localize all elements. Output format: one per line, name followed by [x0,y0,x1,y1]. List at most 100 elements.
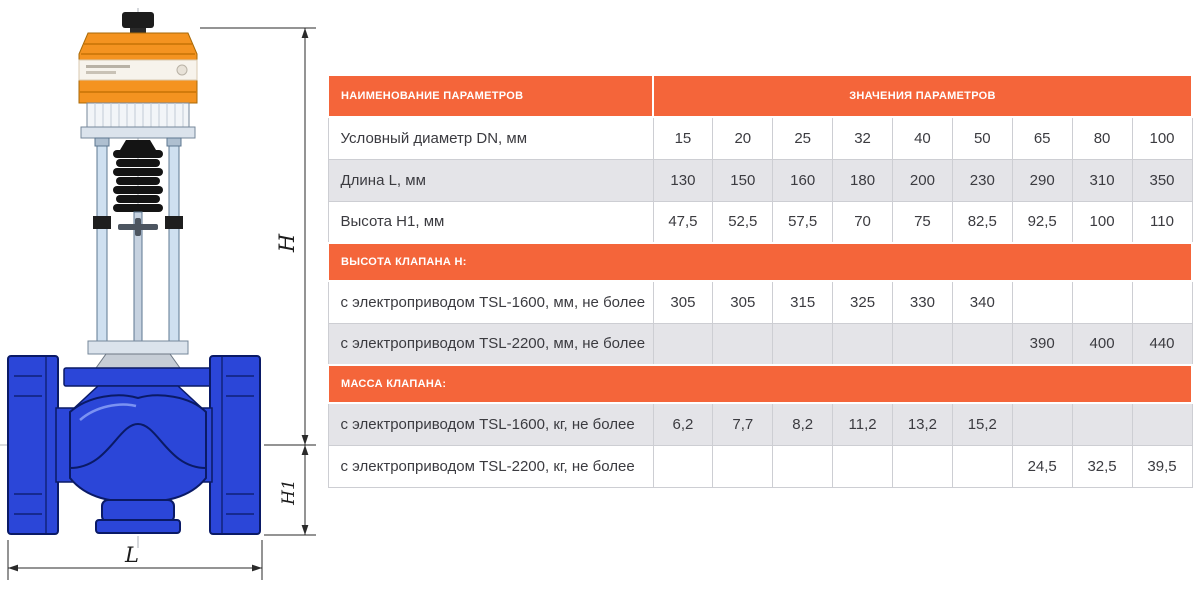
table-row: Длина L, мм 130 150 160 180 200 230 290 310 350 [327,158,1193,202]
param-value: 80 [1071,116,1133,160]
param-value: 7,7 [712,402,774,446]
valve-drawing-area: H H1 L [0,0,330,600]
param-value [772,444,834,488]
param-value: 230 [951,158,1013,202]
param-value: 330 [892,280,953,324]
param-value [652,444,714,488]
table-row: Условный диаметр DN, мм 15 20 25 32 40 50 65 80 1… [327,116,1193,160]
param-value: 32,5 [1071,444,1133,488]
param-value: 47,5 [652,200,714,244]
param-value [832,322,893,366]
param-value: 440 [1131,322,1193,366]
section-header: МАССА КЛАПАНА: [327,364,1193,404]
dimension-labels: H H1 L [124,233,299,567]
actuator-stem [130,26,146,34]
valve-drawing: H H1 L [0,8,316,580]
right-flange [209,355,261,535]
param-value: 39,5 [1131,444,1193,488]
param-value: 57,5 [772,200,834,244]
param-value: 400 [1071,322,1133,366]
bonnet [87,340,189,369]
col-header-values: ЗНАЧЕНИЯ ПАРАМЕТРОВ [652,74,1193,118]
dim-l-label: L [124,543,139,567]
param-value [892,444,953,488]
param-value: 15,2 [951,402,1013,446]
spec-table: НАИМЕНОВАНИЕ ПАРАМЕТРОВ ЗНАЧЕНИЯ ПАРАМЕТ… [327,74,1193,488]
section-header: ВЫСОТА КЛАПАНА H: [327,242,1193,282]
param-value [832,444,893,488]
param-value: 50 [951,116,1013,160]
param-value: 52,5 [712,200,774,244]
valve-stem [118,211,158,343]
param-value: 160 [772,158,834,202]
param-value: 11,2 [832,402,893,446]
param-value: 305 [652,280,714,324]
param-value: 13,2 [892,402,953,446]
param-value [712,322,774,366]
spec-table-body: Условный диаметр DN, мм 15 20 25 32 40 50 65 80 1… [327,116,1193,488]
param-value: 75 [892,200,953,244]
param-value: 70 [832,200,893,244]
param-value [1011,402,1073,446]
param-value [951,322,1013,366]
param-value: 200 [892,158,953,202]
param-value: 290 [1011,158,1073,202]
param-value [892,322,953,366]
param-value [1071,402,1133,446]
param-label: с электроприводом TSL-1600, мм, не более [327,280,654,324]
valve-body [7,355,261,535]
param-value: 6,2 [652,402,714,446]
table-row: Высота H1, мм 47,5 52,5 57,5 70 75 82,5 92,5 100… [327,200,1193,244]
param-value [1071,280,1133,324]
col-header-params: НАИМЕНОВАНИЕ ПАРАМЕТРОВ [327,74,654,118]
param-value [772,322,834,366]
dimension-lines [7,27,316,580]
param-label: Условный диаметр DN, мм [327,116,654,160]
dim-h1-label: H1 [279,479,299,506]
actuator-knob [122,12,154,28]
param-value: 100 [1131,116,1193,160]
param-value: 8,2 [772,402,834,446]
param-value: 305 [712,280,774,324]
param-value: 20 [712,116,774,160]
param-value: 40 [892,116,953,160]
param-value: 350 [1131,158,1193,202]
param-value: 130 [652,158,714,202]
param-value [712,444,774,488]
param-label: Длина L, мм [327,158,654,202]
param-label: с электроприводом TSL-1600, кг, не более [327,402,654,446]
param-value [1131,402,1193,446]
param-value: 150 [712,158,774,202]
param-label: Высота H1, мм [327,200,654,244]
table-row: с электроприводом TSL-1600, кг, не более… [327,402,1193,446]
param-value [1131,280,1193,324]
section-row: ВЫСОТА КЛАПАНА H: [327,242,1193,282]
table-header-row: НАИМЕНОВАНИЕ ПАРАМЕТРОВ ЗНАЧЕНИЯ ПАРАМЕТ… [327,74,1193,118]
param-value: 15 [652,116,714,160]
actuator [78,12,198,104]
dim-h-label: H [275,233,299,253]
bellows [113,140,163,212]
param-value: 390 [1011,322,1073,366]
param-label: с электроприводом TSL-2200, кг, не более [327,444,654,488]
param-value [951,444,1013,488]
param-value: 25 [772,116,834,160]
param-value: 310 [1071,158,1133,202]
section-row: МАССА КЛАПАНА: [327,364,1193,404]
param-value: 315 [772,280,834,324]
param-value: 32 [832,116,893,160]
param-value: 65 [1011,116,1073,160]
param-value: 110 [1131,200,1193,244]
param-value: 100 [1071,200,1133,244]
param-label: с электроприводом TSL-2200, мм, не более [327,322,654,366]
param-value: 180 [832,158,893,202]
table-row: с электроприводом TSL-2200, кг, не более… [327,444,1193,488]
param-value: 92,5 [1011,200,1073,244]
table-row: с электроприводом TSL-2200, мм, не более… [327,322,1193,366]
param-value: 325 [832,280,893,324]
param-value [652,322,714,366]
param-value: 24,5 [1011,444,1073,488]
left-flange [7,355,59,535]
param-value [1011,280,1073,324]
